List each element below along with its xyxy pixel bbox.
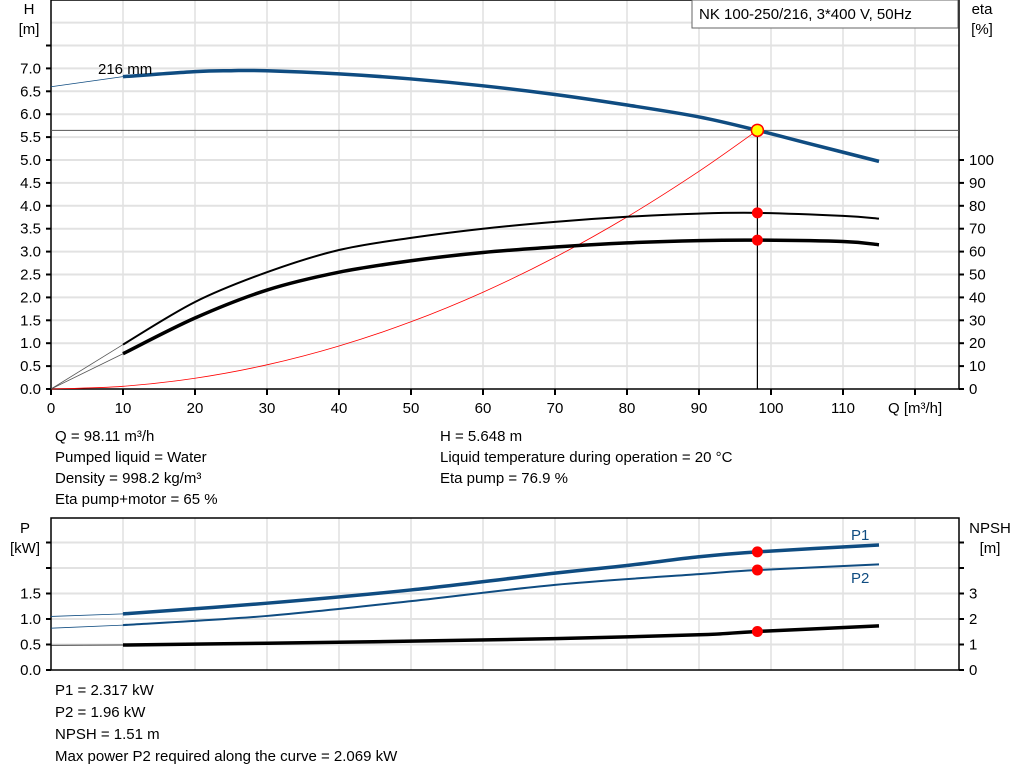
- head-curve: [122, 68, 880, 164]
- npsh-tick-label: 2: [969, 611, 977, 628]
- npsh-duty-marker: [751, 625, 763, 637]
- eta-axis-label: eta: [972, 1, 994, 18]
- y-tick-label: 6.5: [20, 83, 41, 100]
- p1-curve: [122, 543, 880, 616]
- x-tick-label: 30: [259, 400, 276, 417]
- y-tick-label: 1.0: [20, 335, 41, 352]
- npsh-tick-label: 1: [969, 637, 977, 654]
- eta-axis-unit: [%]: [971, 21, 993, 38]
- y-tick-label: 5.5: [20, 129, 41, 146]
- info-temperature: Liquid temperature during operation = 20…: [440, 449, 733, 466]
- eta-tick-label: 80: [969, 198, 986, 215]
- p-tick-label: 1.5: [20, 586, 41, 603]
- info-p2: P2 = 1.96 kW: [55, 704, 146, 721]
- info-npsh: NPSH = 1.51 m: [55, 726, 160, 743]
- x-axis-label: Q [m³/h]: [888, 400, 942, 417]
- info-liquid: Pumped liquid = Water: [55, 449, 207, 466]
- head-curve-extension: [50, 76, 124, 88]
- y-tick-label: 0.5: [20, 358, 41, 375]
- x-tick-label: 60: [475, 400, 492, 417]
- eta-pump-curve: [122, 211, 880, 346]
- info-max-p2: Max power P2 required along the curve = …: [55, 748, 398, 765]
- eta-tick-label: 30: [969, 312, 986, 329]
- duty-point-marker: [750, 123, 765, 138]
- y-axis-unit: [m]: [19, 21, 40, 38]
- eta-pump-motor-curve: [122, 238, 880, 356]
- info-q: Q = 98.11 m³/h: [55, 428, 155, 445]
- p-axis-unit: [kW]: [10, 540, 40, 557]
- p1-curve-extension: [50, 613, 124, 617]
- info-eta-pump: Eta pump = 76.9 %: [440, 470, 568, 487]
- eta-tick-label: 40: [969, 289, 986, 306]
- x-tick-label: 70: [547, 400, 564, 417]
- x-tick-label: 50: [403, 400, 420, 417]
- p1-duty-marker: [751, 546, 763, 558]
- p1-series-label: P1: [851, 527, 869, 544]
- x-tick-label: 110: [831, 400, 855, 417]
- eta-pump-extension: [50, 344, 124, 390]
- eta-tick-label: 0: [969, 381, 977, 398]
- p2-duty-marker: [751, 564, 763, 576]
- y-tick-label: 4.0: [20, 198, 41, 215]
- info-density: Density = 998.2 kg/m³: [55, 470, 202, 487]
- title-box: [691, 0, 959, 29]
- plot-frame: [50, 0, 960, 390]
- y-tick-label: 3.5: [20, 221, 41, 238]
- x-tick-label: 80: [619, 400, 636, 417]
- npsh-tick-label: 0: [969, 662, 977, 679]
- info-eta-pump-motor: Eta pump+motor = 65 %: [55, 491, 218, 508]
- x-tick-label: 40: [331, 400, 348, 417]
- eta-pump-motor-extension: [50, 353, 124, 390]
- eta-tick-label: 60: [969, 244, 986, 261]
- y-tick-label: 5.0: [20, 152, 41, 169]
- y-axis-label: H: [24, 1, 35, 18]
- x-tick-label: 90: [691, 400, 708, 417]
- p2-series-label: P2: [851, 570, 869, 587]
- eta-tick-label: 100: [969, 152, 994, 169]
- p2-curve-extension: [50, 624, 124, 629]
- info-p1: P1 = 2.317 kW: [55, 682, 154, 699]
- y-tick-label: 1.5: [20, 312, 41, 329]
- y-tick-label: 6.0: [20, 106, 41, 123]
- eta-tick-label: 50: [969, 267, 986, 284]
- npsh-curve: [122, 624, 880, 647]
- p-tick-label: 0.0: [20, 662, 41, 679]
- impeller-diameter-label: 216 mm: [98, 61, 152, 78]
- npsh-tick-label: 3: [969, 586, 977, 603]
- npsh-axis-label: NPSH: [969, 520, 1011, 537]
- x-tick-label: 0: [47, 400, 55, 417]
- system-curve: [50, 129, 758, 390]
- eta-tick-label: 90: [969, 175, 986, 192]
- p-tick-label: 0.5: [20, 637, 41, 654]
- eta-tick-label: 70: [969, 221, 986, 238]
- p-axis-label: P: [20, 520, 30, 537]
- x-tick-label: 10: [115, 400, 132, 417]
- p2-curve: [122, 563, 880, 627]
- eta-tick-label: 20: [969, 335, 986, 352]
- y-tick-label: 7.0: [20, 60, 41, 77]
- x-tick-label: 100: [758, 400, 783, 417]
- y-tick-label: 2.0: [20, 289, 41, 306]
- p-tick-label: 1.0: [20, 611, 41, 628]
- info-h: H = 5.648 m: [440, 428, 523, 445]
- y-tick-label: 3.0: [20, 244, 41, 261]
- eta-pump-duty-marker: [751, 207, 763, 219]
- y-tick-label: 4.5: [20, 175, 41, 192]
- eta-pump-motor-duty-marker: [751, 234, 763, 246]
- y-tick-label: 2.5: [20, 267, 41, 284]
- chart-title: NK 100-250/216, 3*400 V, 50Hz: [699, 6, 912, 23]
- y-tick-label: 0.0: [20, 381, 41, 398]
- eta-tick-label: 10: [969, 358, 986, 375]
- x-tick-label: 20: [187, 400, 204, 417]
- npsh-axis-unit: [m]: [980, 540, 1001, 557]
